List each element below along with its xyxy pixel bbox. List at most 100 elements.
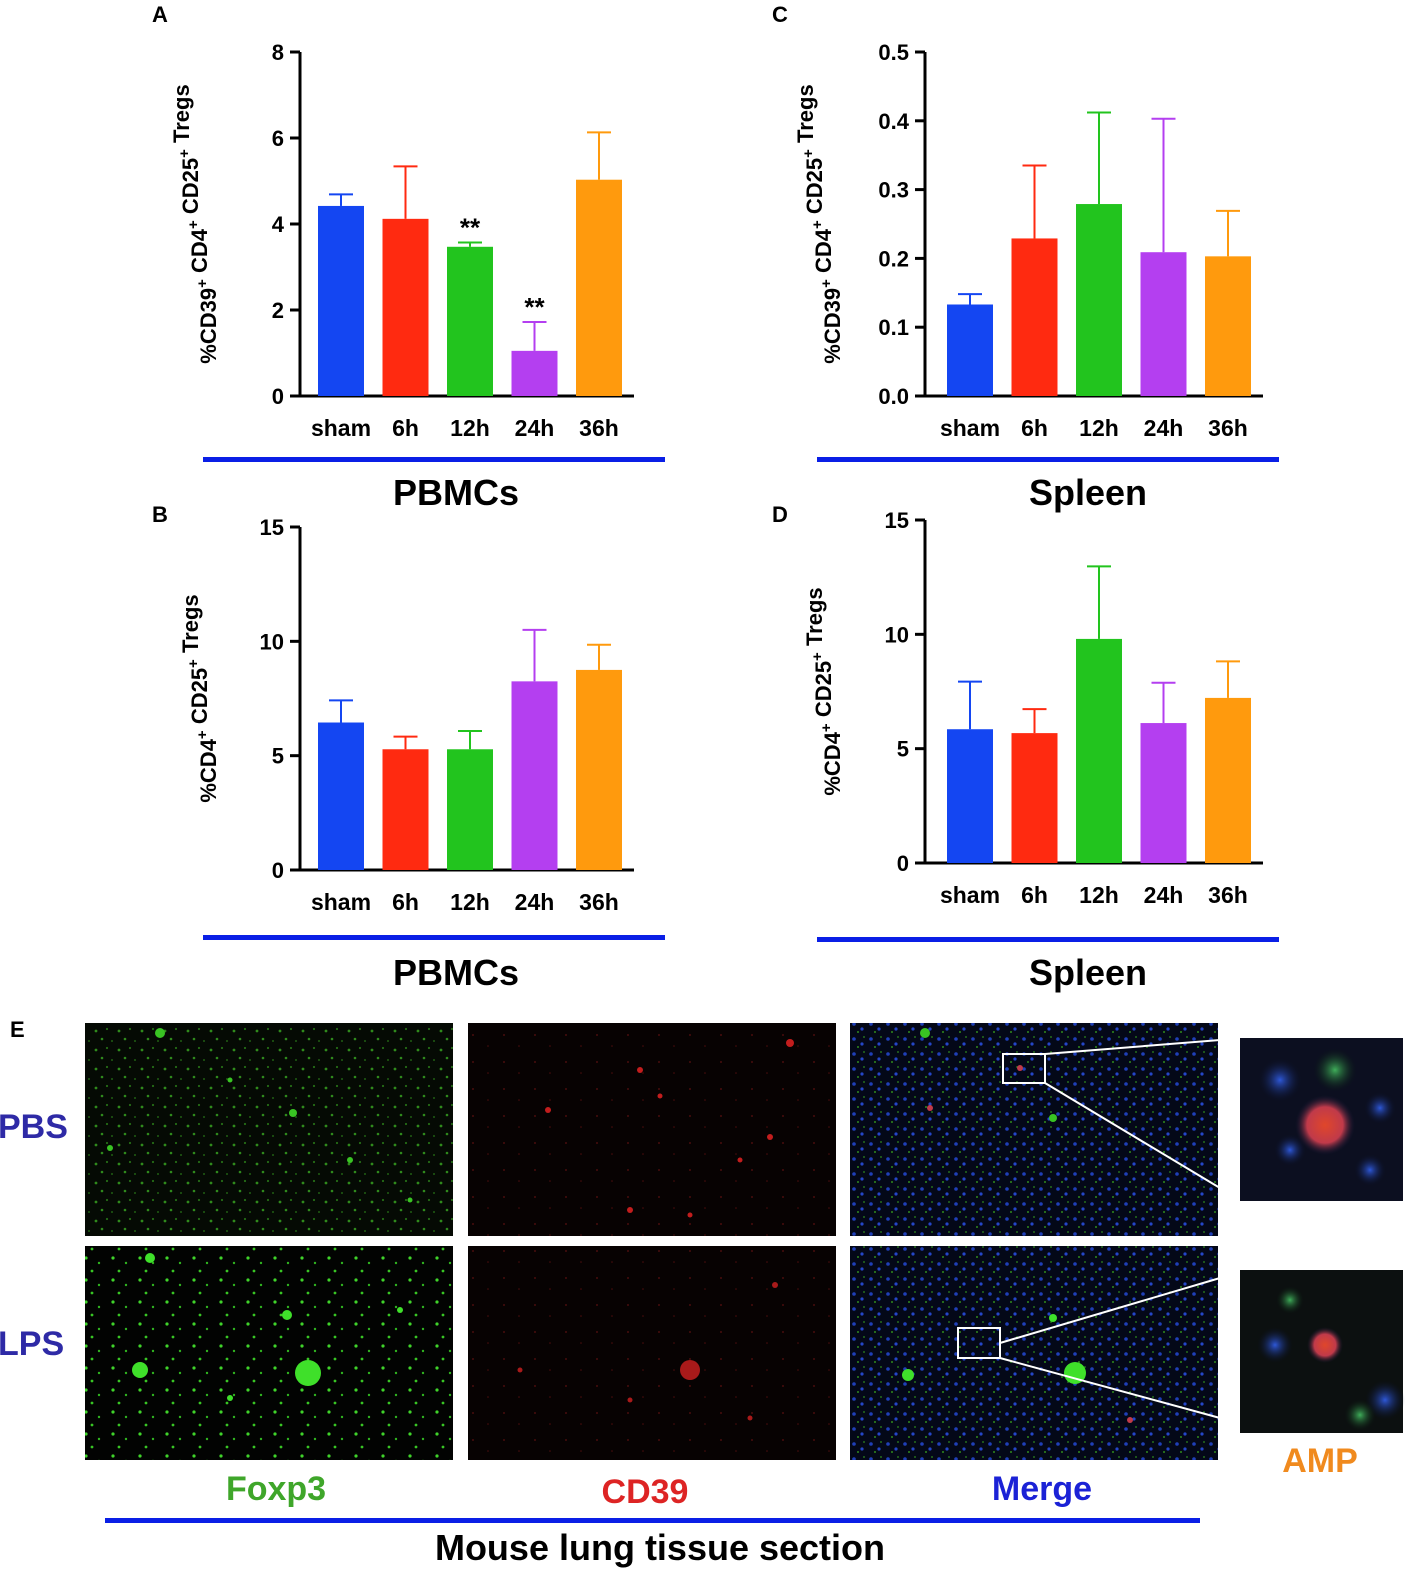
bar-c-24h: [1140, 252, 1187, 396]
bar-a-6h: [382, 218, 429, 396]
x-tick-label-b: 36h: [579, 889, 619, 915]
x-tick-label-c: 6h: [1021, 415, 1048, 441]
superscript-plus: +: [194, 730, 211, 739]
zoom-cells-pbs: [1258, 1048, 1396, 1186]
bar-b-sham: [318, 722, 364, 870]
y-tick-label-d: 5: [897, 737, 909, 762]
y-tick-label-a: 4: [272, 212, 285, 237]
y-tick-label-a: 6: [272, 126, 284, 151]
y-tick-label-b: 0: [272, 858, 284, 883]
superscript-plus: +: [194, 279, 211, 288]
zoom-line-lps-top: [999, 1277, 1221, 1344]
zoom-label-amp: AMP: [1282, 1442, 1358, 1480]
caption-mouse-lung: Mouse lung tissue section: [435, 1527, 885, 1568]
x-tick-label-d: 24h: [1144, 882, 1184, 908]
superscript-plus: +: [800, 149, 817, 158]
superscript-plus: +: [809, 652, 826, 661]
y-axis-label-text: %CD4: [820, 731, 845, 795]
bar-d-12h: [1076, 638, 1122, 863]
zoom-line-pbs-top: [1044, 1039, 1221, 1055]
zoom-cells-lps: [1257, 1286, 1405, 1431]
x-tick-label-d: 12h: [1079, 882, 1119, 908]
x-tick-label-a: 24h: [515, 415, 555, 441]
group-label-a: PBMCs: [393, 472, 519, 513]
row-label-pbs: PBS: [0, 1108, 68, 1146]
y-tick-label-c: 0.5: [878, 40, 909, 65]
y-tick-label-c: 0.4: [878, 109, 909, 134]
bar-d-36h: [1205, 697, 1251, 863]
bar-b-6h: [382, 749, 429, 870]
bar-a-sham: [318, 205, 364, 396]
y-axis-label-text: CD25: [178, 158, 203, 220]
micrograph-pbs-cd39: [468, 1023, 836, 1236]
cd39-cell-markers-lps: [517, 1282, 778, 1421]
x-tick-label-b: 24h: [515, 889, 555, 915]
y-axis-label-a: %CD39+ CD4+ CD25+ Tregs: [169, 84, 221, 363]
x-tick-label-b: 6h: [392, 889, 419, 915]
y-axis-label-text: Tregs: [169, 84, 194, 149]
y-tick-label-c: 0.2: [878, 246, 909, 271]
cd39-cell-markers-pbs: [545, 1039, 794, 1218]
y-tick-label-a: 0: [272, 384, 284, 409]
y-axis-label-b: %CD4+ CD25+ Tregs: [178, 594, 221, 802]
y-tick-label-b: 15: [260, 515, 284, 540]
y-tick-label-b: 5: [272, 744, 284, 769]
bar-c-sham: [947, 304, 993, 396]
y-tick-label-a: 2: [272, 298, 284, 323]
micrograph-pbs-merge: [850, 1023, 1218, 1236]
bar-b-12h: [447, 749, 493, 870]
panel-letter-b: B: [152, 502, 168, 527]
panel-letter-d: D: [772, 502, 788, 527]
y-tick-label-b: 10: [260, 629, 284, 654]
y-tick-label-a: 8: [272, 40, 284, 65]
group-underline-d: [817, 937, 1279, 942]
panel-e: E PBS LPS: [0, 1017, 1405, 1568]
x-tick-label-d: 36h: [1208, 882, 1248, 908]
y-axis-label-text: CD25: [802, 158, 827, 220]
bar-d-24h: [1140, 723, 1187, 863]
superscript-plus: +: [185, 220, 202, 229]
caption-underline: [105, 1518, 1200, 1523]
bar-c-12h: [1076, 204, 1122, 396]
group-label-b: PBMCs: [393, 952, 519, 993]
y-axis-label-text: Tregs: [793, 84, 818, 149]
bar-d-sham: [947, 729, 993, 863]
zoom-line-pbs-bottom: [1044, 1082, 1221, 1189]
foxp3-cell-markers-pbs: [107, 1028, 413, 1203]
superscript-plus: +: [818, 279, 835, 288]
superscript-plus: +: [176, 149, 193, 158]
merge-cell-markers-pbs: [920, 1028, 1057, 1122]
x-tick-label-d: 6h: [1021, 882, 1048, 908]
row-label-lps: LPS: [0, 1325, 64, 1363]
y-axis-label-text: %CD39: [196, 288, 221, 364]
x-tick-label-c: 36h: [1208, 415, 1248, 441]
y-axis-label-text: CD25: [187, 668, 212, 730]
micrograph-pbs-foxp3: [85, 1023, 453, 1236]
y-axis-label-text: CD4: [187, 228, 212, 279]
merge-cell-markers-lps: [902, 1314, 1133, 1423]
y-axis-label-text: Tregs: [178, 594, 203, 659]
y-tick-label-c: 0.3: [878, 178, 909, 203]
bar-a-36h: [576, 179, 622, 396]
zoom-line-lps-bottom: [999, 1357, 1221, 1419]
bar-b-24h: [511, 681, 558, 870]
micrograph-lps-merge: [850, 1246, 1218, 1460]
y-tick-label-d: 0: [897, 851, 909, 876]
y-axis-label-c: %CD39+ CD4+ CD25+ Tregs: [793, 84, 845, 363]
group-label-d: Spleen: [1029, 952, 1147, 993]
y-axis-label-text: %CD4: [196, 738, 221, 802]
y-tick-label-d: 15: [885, 508, 909, 533]
panel-letter-a: A: [152, 2, 168, 27]
group-underline-c: [817, 457, 1279, 462]
x-tick-label-c: sham: [940, 415, 1000, 441]
significance-mark-a: **: [524, 292, 545, 322]
bar-d-6h: [1011, 733, 1058, 863]
x-tick-label-a: sham: [311, 415, 371, 441]
bar-a-12h: [447, 246, 493, 396]
channel-label-cd39: CD39: [602, 1473, 689, 1511]
x-tick-label-a: 36h: [579, 415, 619, 441]
superscript-plus: +: [818, 723, 835, 732]
group-underline-b: [203, 935, 665, 940]
